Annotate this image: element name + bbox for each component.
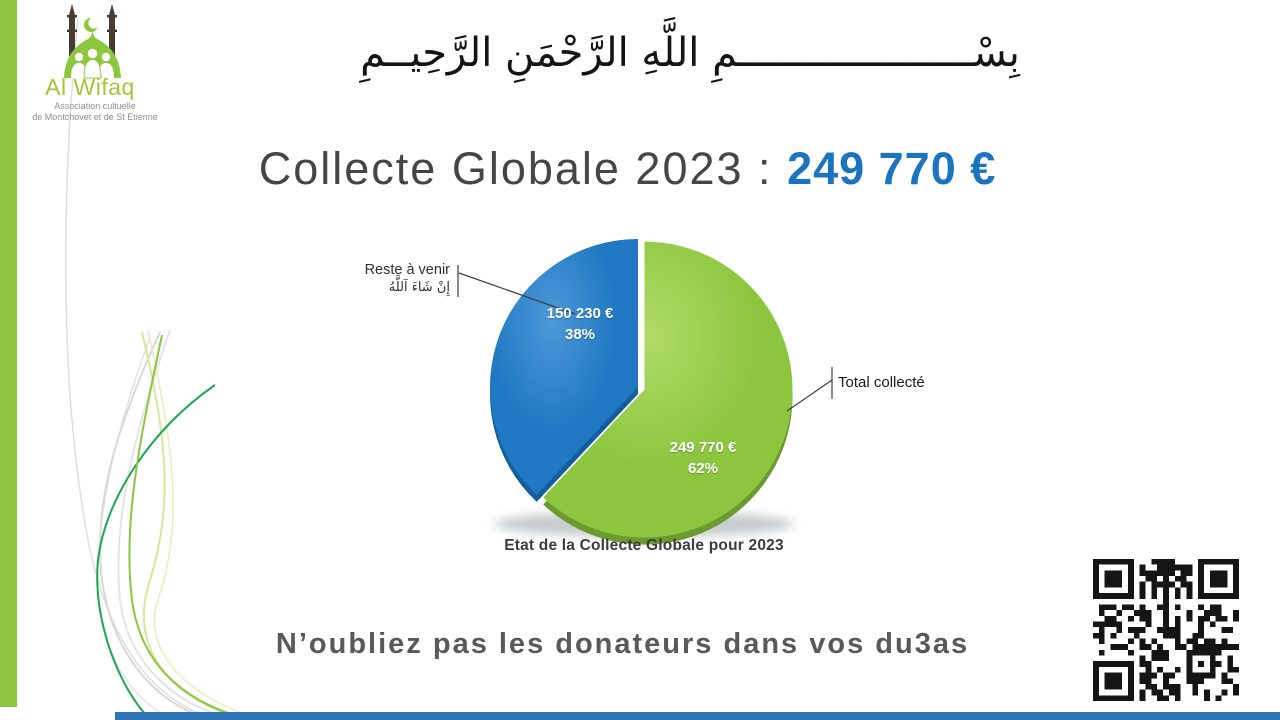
- callout-total-collecte: Total collecté: [838, 374, 925, 391]
- logo-subtitle-1: Association cultuelle: [54, 101, 136, 111]
- logo-title: Al Wifaq: [45, 74, 135, 100]
- pie-slice-reste-a-venir: [489, 239, 638, 495]
- bismillah-calligraphy: بِسْــــــــــــــــــــمِ اللَّهِ الرَّ…: [360, 30, 1020, 76]
- pie-label-reste-percent: 38%: [564, 326, 596, 343]
- pie-chart: [457, 239, 833, 545]
- pie-label-reste: 150 230 € 38%: [518, 303, 642, 345]
- people-icon: [71, 47, 114, 79]
- callout-reste-line2: إِنْ شَاءَ آللَّهُ: [388, 280, 450, 295]
- pie-label-total-value: 249 770 €: [669, 439, 737, 456]
- left-accent-bar: [0, 0, 17, 707]
- pie-label-total: 249 770 € 62%: [641, 437, 765, 479]
- page-title: Collecte Globale 2023 : 249 770 €: [0, 138, 1255, 200]
- bottom-accent-bar: [115, 712, 1280, 720]
- pie-slice-total-collecte: [543, 241, 793, 538]
- footer-message: N’oubliez pas les donateurs dans vos du3…: [275, 628, 970, 660]
- mosque-icon: [64, 4, 121, 79]
- qr-code: [1093, 559, 1239, 701]
- title-amount: 249 770 €: [787, 143, 997, 194]
- chart-caption: Etat de la Collecte Globale pour 2023: [504, 537, 784, 554]
- pie-label-reste-value: 150 230 €: [546, 305, 614, 322]
- title-text: Collecte Globale 2023 :: [258, 143, 773, 194]
- leader-lines: [457, 265, 833, 412]
- callout-reste-line1: Reste à venir: [364, 262, 450, 278]
- crescent-icon: [84, 17, 100, 32]
- callout-reste-a-venir: Reste à venir إِنْ شَاءَ آللَّهُ: [300, 261, 450, 297]
- logo-subtitle-2: de Montchovet et de St Etienne: [32, 112, 158, 122]
- pie-label-total-percent: 62%: [687, 460, 719, 477]
